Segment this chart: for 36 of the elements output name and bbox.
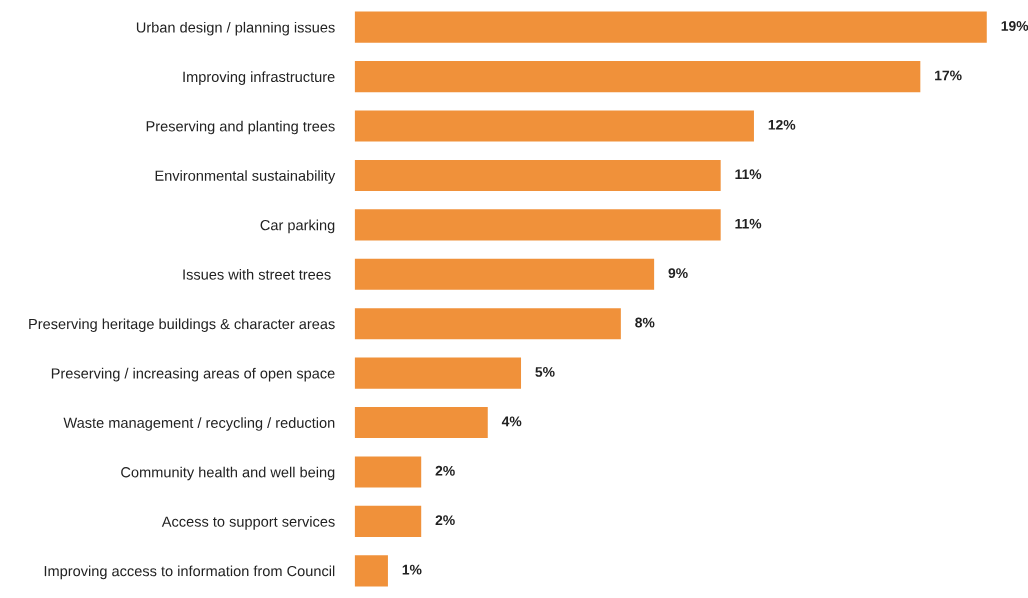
data-label: 17% bbox=[935, 70, 962, 81]
bar bbox=[354, 61, 921, 93]
data-label: 2% bbox=[435, 515, 455, 526]
y-tick-label: Improving infrastructure bbox=[183, 71, 335, 85]
y-tick-label: Improving access to information from Council bbox=[44, 565, 335, 580]
y-tick-label: Preserving / increasing areas of open space bbox=[51, 367, 335, 382]
data-label: 11% bbox=[735, 169, 762, 180]
bar bbox=[354, 11, 987, 43]
y-tick-label: Community health and well being bbox=[121, 466, 335, 481]
data-label: 8% bbox=[635, 317, 655, 328]
bar bbox=[354, 209, 721, 241]
data-label: 4% bbox=[501, 416, 522, 427]
data-label: 9% bbox=[668, 268, 688, 279]
bar bbox=[354, 505, 422, 537]
bar bbox=[354, 456, 422, 488]
bar bbox=[354, 110, 754, 142]
y-tick-label: Waste management / recycling / reduction bbox=[63, 417, 335, 431]
data-label: 19% bbox=[1001, 21, 1028, 31]
bar bbox=[354, 308, 621, 340]
bar bbox=[354, 159, 721, 192]
y-tick-label: Issues with street trees bbox=[183, 269, 331, 280]
data-label: 12% bbox=[768, 119, 796, 130]
y-tick-label: Urban design / planning issues bbox=[136, 21, 335, 36]
data-label: 5% bbox=[535, 367, 555, 377]
bar bbox=[354, 357, 522, 389]
y-tick-label: Car parking bbox=[260, 219, 335, 234]
data-label: 1% bbox=[402, 564, 422, 575]
data-label: 11% bbox=[735, 218, 762, 229]
bar bbox=[354, 406, 488, 439]
bar bbox=[354, 258, 655, 290]
bar bbox=[354, 555, 388, 587]
y-tick-label: Environmental sustainability bbox=[155, 170, 336, 184]
y-tick-label: Access to support services bbox=[161, 516, 335, 530]
y-tick-label: Preserving heritage buildings & character areas bbox=[29, 318, 335, 333]
data-label: 2% bbox=[435, 465, 455, 476]
y-tick-label: Preserving and planting trees bbox=[146, 120, 335, 135]
